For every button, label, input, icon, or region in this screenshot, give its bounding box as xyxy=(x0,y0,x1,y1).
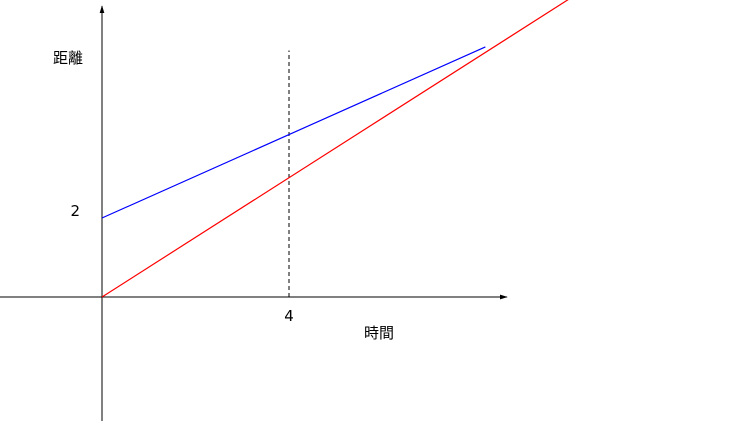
y-axis-label: 距離 xyxy=(53,49,83,67)
series-line-1 xyxy=(101,46,486,219)
y-tick-label-0: 2 xyxy=(70,202,80,220)
tick-labels: 42 xyxy=(70,202,293,325)
series-lines xyxy=(101,0,569,298)
x-tick-label-0: 4 xyxy=(284,307,294,325)
series-line-0 xyxy=(101,0,569,298)
x-axis-label: 時間 xyxy=(364,324,394,342)
